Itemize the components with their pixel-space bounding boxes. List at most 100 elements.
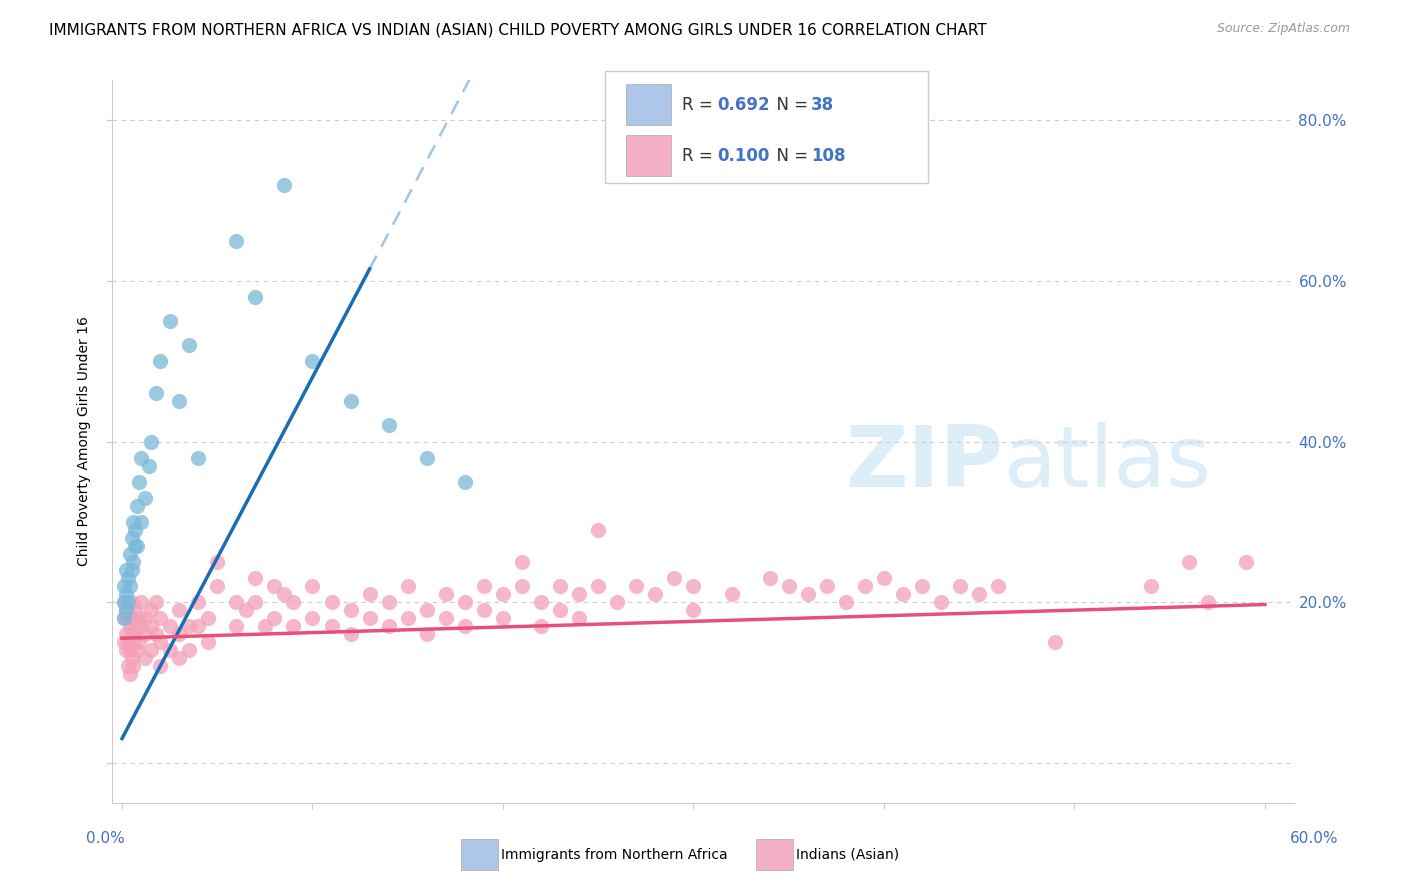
Point: [112, 595, 135, 609]
Point: [167, 627, 190, 641]
Point: [128, 635, 150, 649]
Point: [114, 563, 136, 577]
Point: [454, 619, 477, 633]
Point: [197, 635, 219, 649]
Point: [416, 603, 439, 617]
Point: [377, 619, 399, 633]
Point: [117, 611, 139, 625]
Point: [245, 571, 267, 585]
Point: [118, 643, 141, 657]
Point: [112, 635, 135, 649]
Point: [720, 587, 742, 601]
Point: [492, 587, 515, 601]
Point: [127, 499, 149, 513]
Point: [472, 603, 495, 617]
Point: [114, 603, 136, 617]
Text: N =: N =: [766, 95, 808, 113]
Point: [568, 611, 591, 625]
Point: [122, 635, 145, 649]
Point: [377, 418, 399, 433]
Point: [434, 611, 457, 625]
Point: [359, 587, 381, 601]
Point: [187, 595, 209, 609]
Point: [159, 619, 181, 633]
Point: [225, 595, 247, 609]
Point: [117, 571, 139, 585]
Point: [122, 611, 145, 625]
Point: [301, 579, 323, 593]
Point: [124, 523, 146, 537]
Point: [149, 354, 172, 368]
Point: [339, 394, 361, 409]
Point: [416, 627, 439, 641]
Point: [128, 611, 150, 625]
Point: [1234, 555, 1257, 569]
Point: [121, 651, 143, 665]
Text: ZIP: ZIP: [845, 422, 1002, 505]
Point: [177, 619, 200, 633]
Point: [207, 555, 229, 569]
Point: [112, 611, 135, 625]
Point: [873, 571, 896, 585]
Point: [377, 595, 399, 609]
Point: [129, 450, 152, 465]
Point: [129, 515, 152, 529]
Point: [321, 619, 343, 633]
Point: [396, 611, 419, 625]
Point: [472, 579, 495, 593]
Text: N =: N =: [766, 147, 808, 165]
Point: [124, 627, 146, 641]
Point: [644, 587, 666, 601]
Point: [112, 579, 135, 593]
Point: [122, 659, 145, 673]
Text: atlas: atlas: [1004, 422, 1212, 505]
Point: [929, 595, 952, 609]
Point: [187, 450, 209, 465]
Point: [321, 595, 343, 609]
Text: 0.692: 0.692: [717, 95, 769, 113]
Text: R =: R =: [682, 147, 718, 165]
Point: [835, 595, 858, 609]
Point: [187, 619, 209, 633]
Point: [128, 475, 150, 489]
Point: [682, 603, 704, 617]
Point: [121, 595, 143, 609]
Point: [114, 643, 136, 657]
Point: [510, 555, 533, 569]
Point: [134, 627, 156, 641]
Point: [454, 475, 477, 489]
Point: [606, 595, 628, 609]
Point: [207, 579, 229, 593]
Point: [301, 611, 323, 625]
Point: [568, 587, 591, 601]
Point: [253, 619, 276, 633]
Point: [167, 651, 190, 665]
Point: [987, 579, 1010, 593]
Point: [778, 579, 800, 593]
Point: [797, 587, 820, 601]
Point: [121, 627, 143, 641]
Point: [273, 178, 295, 192]
Point: [139, 603, 162, 617]
Point: [586, 523, 609, 537]
Point: [454, 595, 477, 609]
Point: [112, 595, 135, 609]
Text: 38: 38: [811, 95, 834, 113]
Point: [122, 515, 145, 529]
Text: Immigrants from Northern Africa: Immigrants from Northern Africa: [501, 847, 727, 862]
Point: [815, 579, 838, 593]
Point: [548, 579, 571, 593]
Point: [339, 627, 361, 641]
Point: [134, 651, 156, 665]
Point: [911, 579, 934, 593]
Point: [273, 587, 295, 601]
Text: Source: ZipAtlas.com: Source: ZipAtlas.com: [1216, 22, 1350, 36]
Point: [149, 659, 172, 673]
Text: 60.0%: 60.0%: [1291, 831, 1339, 846]
Point: [114, 587, 136, 601]
Point: [1139, 579, 1161, 593]
Point: [235, 603, 257, 617]
Point: [145, 627, 167, 641]
Point: [664, 571, 686, 585]
Point: [124, 539, 146, 553]
